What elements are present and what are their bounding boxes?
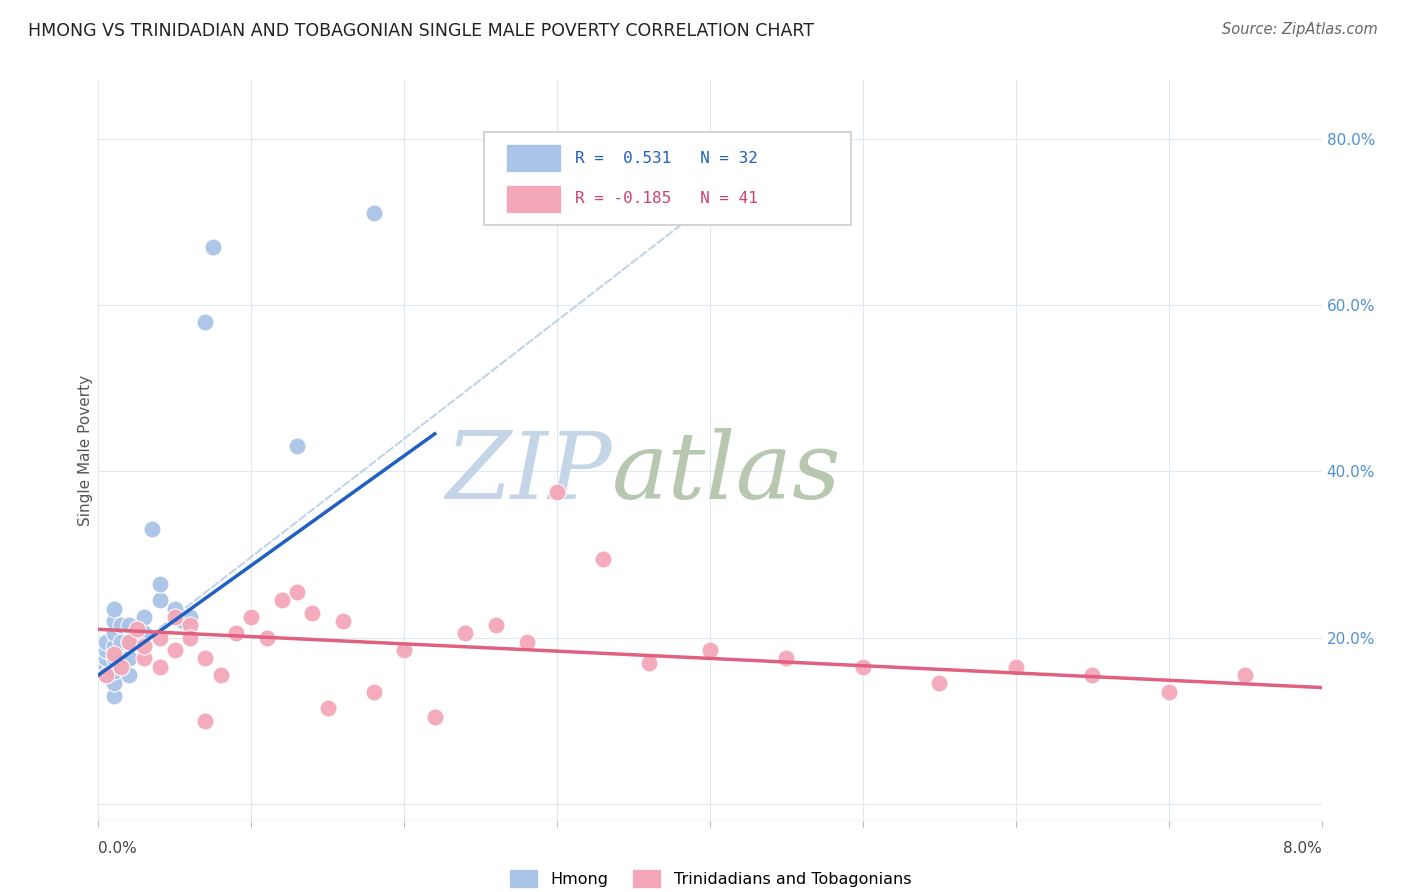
Point <box>103 664 125 678</box>
Point <box>103 647 125 661</box>
Point <box>179 631 201 645</box>
Point <box>94 651 117 665</box>
Point <box>363 206 385 220</box>
Point <box>149 593 172 607</box>
Point <box>125 623 148 637</box>
Point <box>103 676 125 690</box>
Point <box>1234 668 1257 682</box>
Point <box>118 634 141 648</box>
Point <box>163 610 186 624</box>
Point <box>179 618 201 632</box>
Point <box>285 439 308 453</box>
Point <box>546 485 568 500</box>
Point <box>928 676 950 690</box>
Point <box>118 651 141 665</box>
Point <box>1157 684 1180 698</box>
Point <box>209 668 232 682</box>
Point <box>1081 668 1104 682</box>
Text: R =  0.531   N = 32: R = 0.531 N = 32 <box>575 151 758 166</box>
Bar <box>506 185 561 213</box>
Text: HMONG VS TRINIDADIAN AND TOBAGONIAN SINGLE MALE POVERTY CORRELATION CHART: HMONG VS TRINIDADIAN AND TOBAGONIAN SING… <box>28 22 814 40</box>
Point <box>110 659 132 673</box>
Point <box>94 668 117 682</box>
Y-axis label: Single Male Poverty: Single Male Poverty <box>77 375 93 526</box>
Text: R = -0.185   N = 41: R = -0.185 N = 41 <box>575 191 758 206</box>
Point <box>103 601 125 615</box>
Bar <box>506 144 561 172</box>
FancyBboxPatch shape <box>484 132 851 225</box>
Point <box>256 631 278 645</box>
Point <box>775 651 797 665</box>
Point <box>118 618 141 632</box>
Point <box>392 643 416 657</box>
Point <box>423 709 446 723</box>
Point <box>94 634 117 648</box>
Point <box>110 634 132 648</box>
Point <box>516 634 538 648</box>
Text: 8.0%: 8.0% <box>1282 841 1322 856</box>
Point <box>194 314 217 328</box>
Point <box>149 576 172 591</box>
Point <box>103 614 125 628</box>
Point <box>118 668 141 682</box>
Point <box>103 639 125 653</box>
Text: 0.0%: 0.0% <box>98 841 138 856</box>
Point <box>172 614 194 628</box>
Point <box>149 631 172 645</box>
Point <box>94 668 117 682</box>
Point <box>225 626 247 640</box>
Text: Source: ZipAtlas.com: Source: ZipAtlas.com <box>1222 22 1378 37</box>
Point <box>110 651 132 665</box>
Point <box>454 626 477 640</box>
Point <box>118 634 141 648</box>
Point <box>592 551 614 566</box>
Point <box>202 240 225 254</box>
Point <box>134 639 156 653</box>
Point <box>485 618 508 632</box>
Point <box>363 684 385 698</box>
Point <box>316 701 339 715</box>
Point <box>285 585 308 599</box>
Legend: Hmong, Trinidadians and Tobagonians: Hmong, Trinidadians and Tobagonians <box>502 863 918 892</box>
Point <box>94 659 117 673</box>
Point <box>163 643 186 657</box>
Point <box>134 651 156 665</box>
Point <box>134 626 156 640</box>
Text: atlas: atlas <box>612 427 842 517</box>
Point <box>301 606 323 620</box>
Point <box>332 614 354 628</box>
Text: ZIP: ZIP <box>446 427 612 517</box>
Point <box>141 523 163 537</box>
Point <box>103 689 125 703</box>
Point <box>94 643 117 657</box>
Point <box>852 659 875 673</box>
Point <box>699 643 721 657</box>
Point <box>103 626 125 640</box>
Point <box>240 610 263 624</box>
Point <box>194 651 217 665</box>
Point <box>163 601 186 615</box>
Point <box>134 610 156 624</box>
Point <box>270 593 294 607</box>
Point <box>637 656 661 670</box>
Point <box>103 651 125 665</box>
Point <box>194 714 217 728</box>
Point <box>1004 659 1026 673</box>
Point <box>149 659 172 673</box>
Point <box>179 610 201 624</box>
Point <box>110 618 132 632</box>
